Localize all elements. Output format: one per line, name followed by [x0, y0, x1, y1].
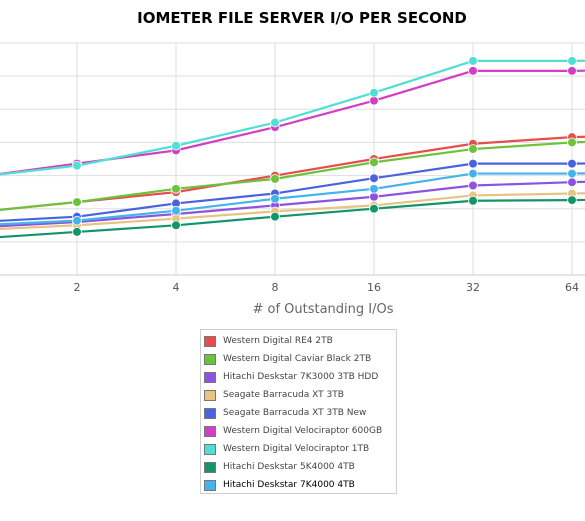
- data-point: [567, 168, 577, 179]
- legend-label: Western Digital Velociraptor 600GB: [223, 426, 383, 436]
- data-point: [369, 203, 379, 214]
- legend-label: Hitachi Deskstar 7K4000 4TB: [223, 480, 355, 490]
- legend-swatch: [204, 479, 216, 491]
- legend-item[interactable]: Western Digital Caviar Black 2TB: [204, 350, 396, 368]
- legend-swatch: [204, 425, 216, 437]
- data-point: [468, 144, 478, 154]
- legend-swatch: [204, 407, 216, 419]
- legend-label: Hitachi Deskstar 7K3000 3TB HDD: [223, 372, 379, 382]
- legend-label: Hitachi Deskstar 5K4000 4TB: [223, 462, 355, 472]
- data-point: [468, 56, 478, 66]
- data-point: [270, 193, 280, 204]
- legend-swatch: [204, 389, 216, 401]
- legend-label: Western Digital RE4 2TB: [223, 336, 333, 346]
- legend: Western Digital RE4 2TB Western Digital C…: [200, 329, 397, 494]
- data-point: [270, 174, 280, 184]
- x-axis-label: # of Outstanding I/Os: [252, 302, 393, 317]
- data-point: [468, 195, 478, 206]
- x-tick-label: 8: [272, 281, 279, 294]
- x-tick-label: 4: [173, 281, 180, 294]
- legend-items: Western Digital RE4 2TB Western Digital C…: [204, 332, 396, 494]
- x-tick-label: 32: [466, 281, 480, 294]
- legend-swatch: [204, 335, 216, 347]
- legend-label: Western Digital Velociraptor 1TB: [223, 444, 370, 454]
- data-point: [171, 140, 181, 151]
- data-point: [369, 191, 379, 202]
- legend-label: Seagate Barracuda XT 3TB New: [223, 408, 367, 418]
- series-line: [0, 162, 585, 222]
- data-point: [171, 205, 181, 216]
- series-points: [72, 56, 577, 237]
- data-point: [567, 195, 577, 205]
- series-line: [0, 140, 585, 211]
- series-line: [0, 180, 585, 228]
- series-lines: [0, 59, 585, 239]
- data-point: [72, 215, 82, 226]
- x-ticks: 2 4 8 16 32 64: [74, 281, 580, 294]
- data-point: [567, 56, 577, 66]
- x-tick-label: 64: [565, 281, 579, 294]
- legend-swatch: [204, 443, 216, 455]
- data-point: [468, 66, 478, 76]
- data-point: [369, 184, 379, 194]
- data-point: [567, 137, 577, 148]
- data-point: [369, 95, 379, 106]
- data-point: [72, 160, 82, 171]
- data-point: [171, 220, 181, 231]
- data-point: [468, 180, 478, 191]
- legend-item[interactable]: Hitachi Deskstar 5K4000 4TB: [204, 458, 396, 476]
- data-point: [171, 184, 181, 194]
- data-point: [567, 66, 577, 76]
- series-line: [0, 192, 585, 230]
- legend-swatch: [204, 353, 216, 365]
- legend-item[interactable]: Hitachi Deskstar 7K4000 4TB: [204, 476, 396, 494]
- legend-label: Seagate Barracuda XT 3TB: [223, 390, 344, 400]
- legend-label: Western Digital Caviar Black 2TB: [223, 354, 372, 364]
- data-point: [72, 197, 82, 207]
- data-point: [72, 227, 82, 237]
- series-line: [0, 59, 585, 176]
- legend-item[interactable]: Seagate Barracuda XT 3TB: [204, 386, 396, 404]
- series-line: [0, 69, 585, 176]
- data-point: [270, 211, 280, 222]
- legend-swatch: [204, 371, 216, 383]
- data-point: [468, 168, 478, 179]
- legend-item[interactable]: Western Digital Velociraptor 600GB: [204, 422, 396, 440]
- data-point: [567, 177, 577, 188]
- series-line: [0, 172, 585, 226]
- data-point: [468, 158, 478, 169]
- legend-item[interactable]: Hitachi Deskstar 7K3000 3TB HDD: [204, 368, 396, 386]
- data-point: [369, 87, 379, 98]
- legend-item[interactable]: Western Digital Velociraptor 1TB: [204, 440, 396, 458]
- series-line: [0, 198, 585, 239]
- data-point: [369, 157, 379, 168]
- grid: [0, 42, 585, 276]
- legend-swatch: [204, 461, 216, 473]
- chart-title: IOMETER FILE SERVER I/O PER SECOND: [137, 9, 467, 27]
- x-tick-label: 2: [74, 281, 81, 294]
- data-point: [270, 117, 280, 128]
- data-point: [567, 158, 577, 169]
- legend-item[interactable]: Seagate Barracuda XT 3TB New: [204, 404, 396, 422]
- x-tick-label: 16: [367, 281, 381, 294]
- data-point: [369, 173, 379, 184]
- legend-item[interactable]: Western Digital RE4 2TB: [204, 332, 396, 350]
